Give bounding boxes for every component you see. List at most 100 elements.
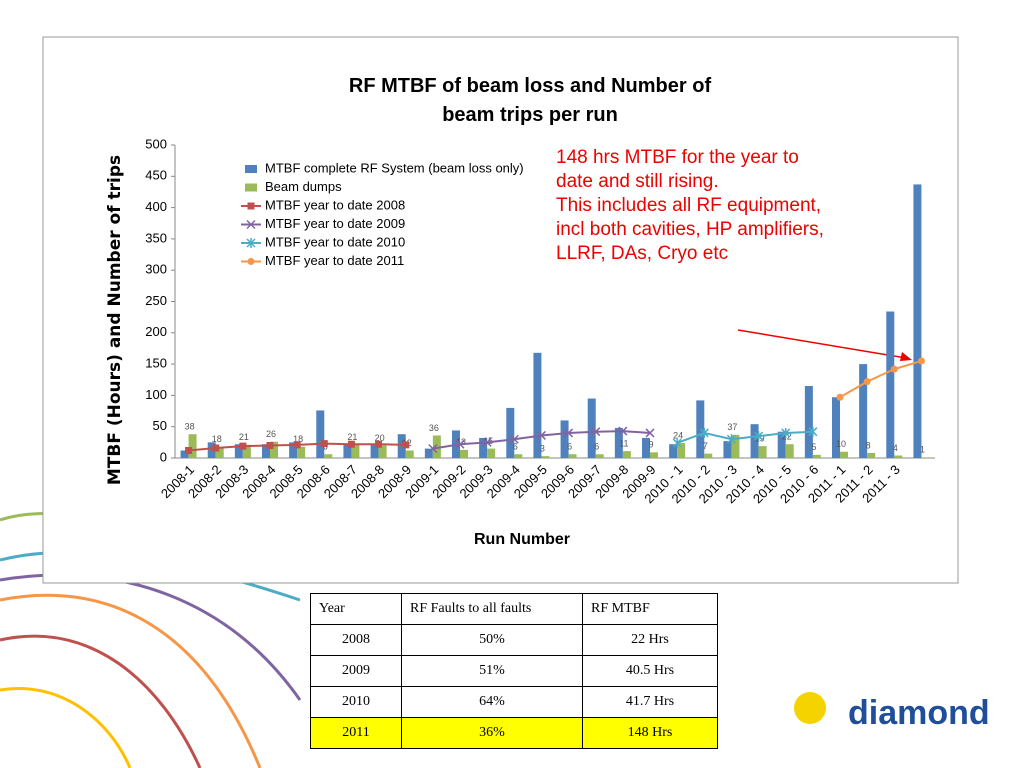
chart-frame [42, 36, 959, 584]
bar [568, 454, 577, 458]
bar [560, 420, 569, 458]
marker [699, 427, 709, 438]
table-cell: 36% [401, 717, 583, 749]
bar [188, 434, 197, 458]
table-cell: 2011 [310, 717, 402, 749]
legend-label: MTBF complete RF System (beam loss only) [265, 160, 524, 175]
marker [239, 442, 247, 450]
y-tick-label: 500 [145, 136, 167, 151]
bar [343, 444, 352, 458]
annotation: incl both cavities, HP amplifiers, [556, 219, 824, 240]
bar [704, 453, 713, 458]
marker [347, 440, 355, 448]
bar [479, 437, 488, 458]
bar [242, 444, 251, 458]
marker [781, 427, 791, 438]
bar [804, 386, 813, 458]
logo-sun [794, 692, 826, 724]
bar [595, 454, 604, 458]
bar [812, 454, 821, 458]
y-tick-label: 100 [145, 387, 167, 402]
y-tick-label: 300 [145, 262, 167, 277]
bar [840, 451, 848, 458]
marker [247, 258, 255, 265]
bar [207, 442, 216, 458]
table-cell: 148 Hrs [582, 717, 718, 749]
table-cell: 41.7 Hrs [582, 686, 718, 718]
bar [622, 451, 631, 458]
marker [726, 434, 736, 445]
legend-label: MTBF year to date 2009 [265, 216, 405, 231]
annotation: 148 hrs MTBF for the year to [556, 147, 799, 168]
table-cell: 50% [401, 624, 583, 656]
bar [867, 452, 876, 458]
data-label: 18 [293, 434, 303, 444]
marker [754, 431, 764, 442]
y-tick-label: 400 [145, 199, 167, 214]
annotation: LLRF, DAs, Cryo etc [556, 243, 728, 264]
marker [618, 426, 628, 436]
y-tick-label: 0 [160, 449, 167, 464]
logo-text: diamond [848, 694, 990, 732]
arrow-head [900, 352, 912, 361]
legend-label: MTBF year to date 2010 [265, 234, 405, 249]
data-label: 5 [811, 442, 816, 452]
bar [777, 431, 786, 458]
data-label: 36 [429, 423, 439, 433]
marker [509, 434, 519, 444]
marker [890, 365, 898, 373]
data-label: 11 [619, 438, 628, 448]
bar [397, 434, 406, 458]
y-tick-label: 450 [145, 168, 167, 183]
marker [645, 428, 655, 438]
marker [266, 441, 274, 449]
bar [234, 444, 243, 458]
bar [723, 441, 732, 458]
bar [541, 456, 550, 458]
marker [293, 441, 301, 449]
table-cell: 2009 [310, 655, 402, 687]
bar [859, 364, 868, 458]
bar [506, 407, 515, 458]
y-tick-label: 350 [145, 230, 167, 245]
data-label: 4 [893, 443, 898, 453]
bar [642, 437, 650, 458]
logo: diamond [794, 692, 990, 732]
table-row: Year RF Faults to all faults RF MTBF [310, 593, 718, 625]
bar [405, 450, 414, 458]
bar [832, 397, 840, 458]
arrow [737, 329, 907, 359]
table-cell: 2008 [310, 624, 402, 656]
table-cell: RF MTBF [582, 593, 718, 625]
y-tick-label: 250 [145, 293, 167, 308]
table-cell: 40.5 Hrs [582, 655, 718, 687]
bar [677, 442, 686, 458]
y-tick-label: 50 [153, 418, 167, 433]
data-label: 24 [673, 430, 683, 440]
data-label: 26 [266, 429, 276, 439]
bar [424, 448, 433, 458]
bar [650, 452, 658, 458]
table-cell: 2010 [310, 686, 402, 718]
y-tick-label: 200 [145, 324, 167, 339]
annotation: date and still rising. [556, 171, 719, 192]
marker [836, 393, 844, 401]
table-row: 2009 51% 40.5 Hrs [310, 655, 718, 687]
table-row: 2010 64% 41.7 Hrs [310, 686, 718, 718]
bar [487, 448, 496, 458]
bar [370, 444, 379, 458]
bar [432, 435, 441, 458]
marker [917, 357, 925, 365]
marker [428, 444, 438, 454]
y-axis-title: MTBF (Hours) and Number of trips [105, 155, 125, 485]
data-label: 3 [540, 443, 545, 453]
data-label: 22 [782, 432, 792, 442]
bar [324, 454, 333, 458]
bar [750, 424, 759, 458]
table-cell: RF Faults to all faults [401, 593, 583, 625]
data-label: 6 [567, 442, 572, 452]
marker [482, 437, 492, 447]
marker [564, 428, 574, 438]
data-label: 38 [185, 422, 195, 432]
